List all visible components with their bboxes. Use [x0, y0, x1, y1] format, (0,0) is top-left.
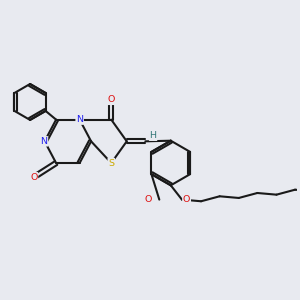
- Text: S: S: [108, 158, 114, 167]
- Text: O: O: [108, 95, 115, 104]
- Text: N: N: [40, 137, 47, 146]
- Text: H: H: [150, 131, 157, 140]
- Text: O: O: [183, 195, 190, 204]
- Text: N: N: [76, 115, 83, 124]
- Text: O: O: [145, 195, 152, 204]
- Text: O: O: [30, 173, 38, 182]
